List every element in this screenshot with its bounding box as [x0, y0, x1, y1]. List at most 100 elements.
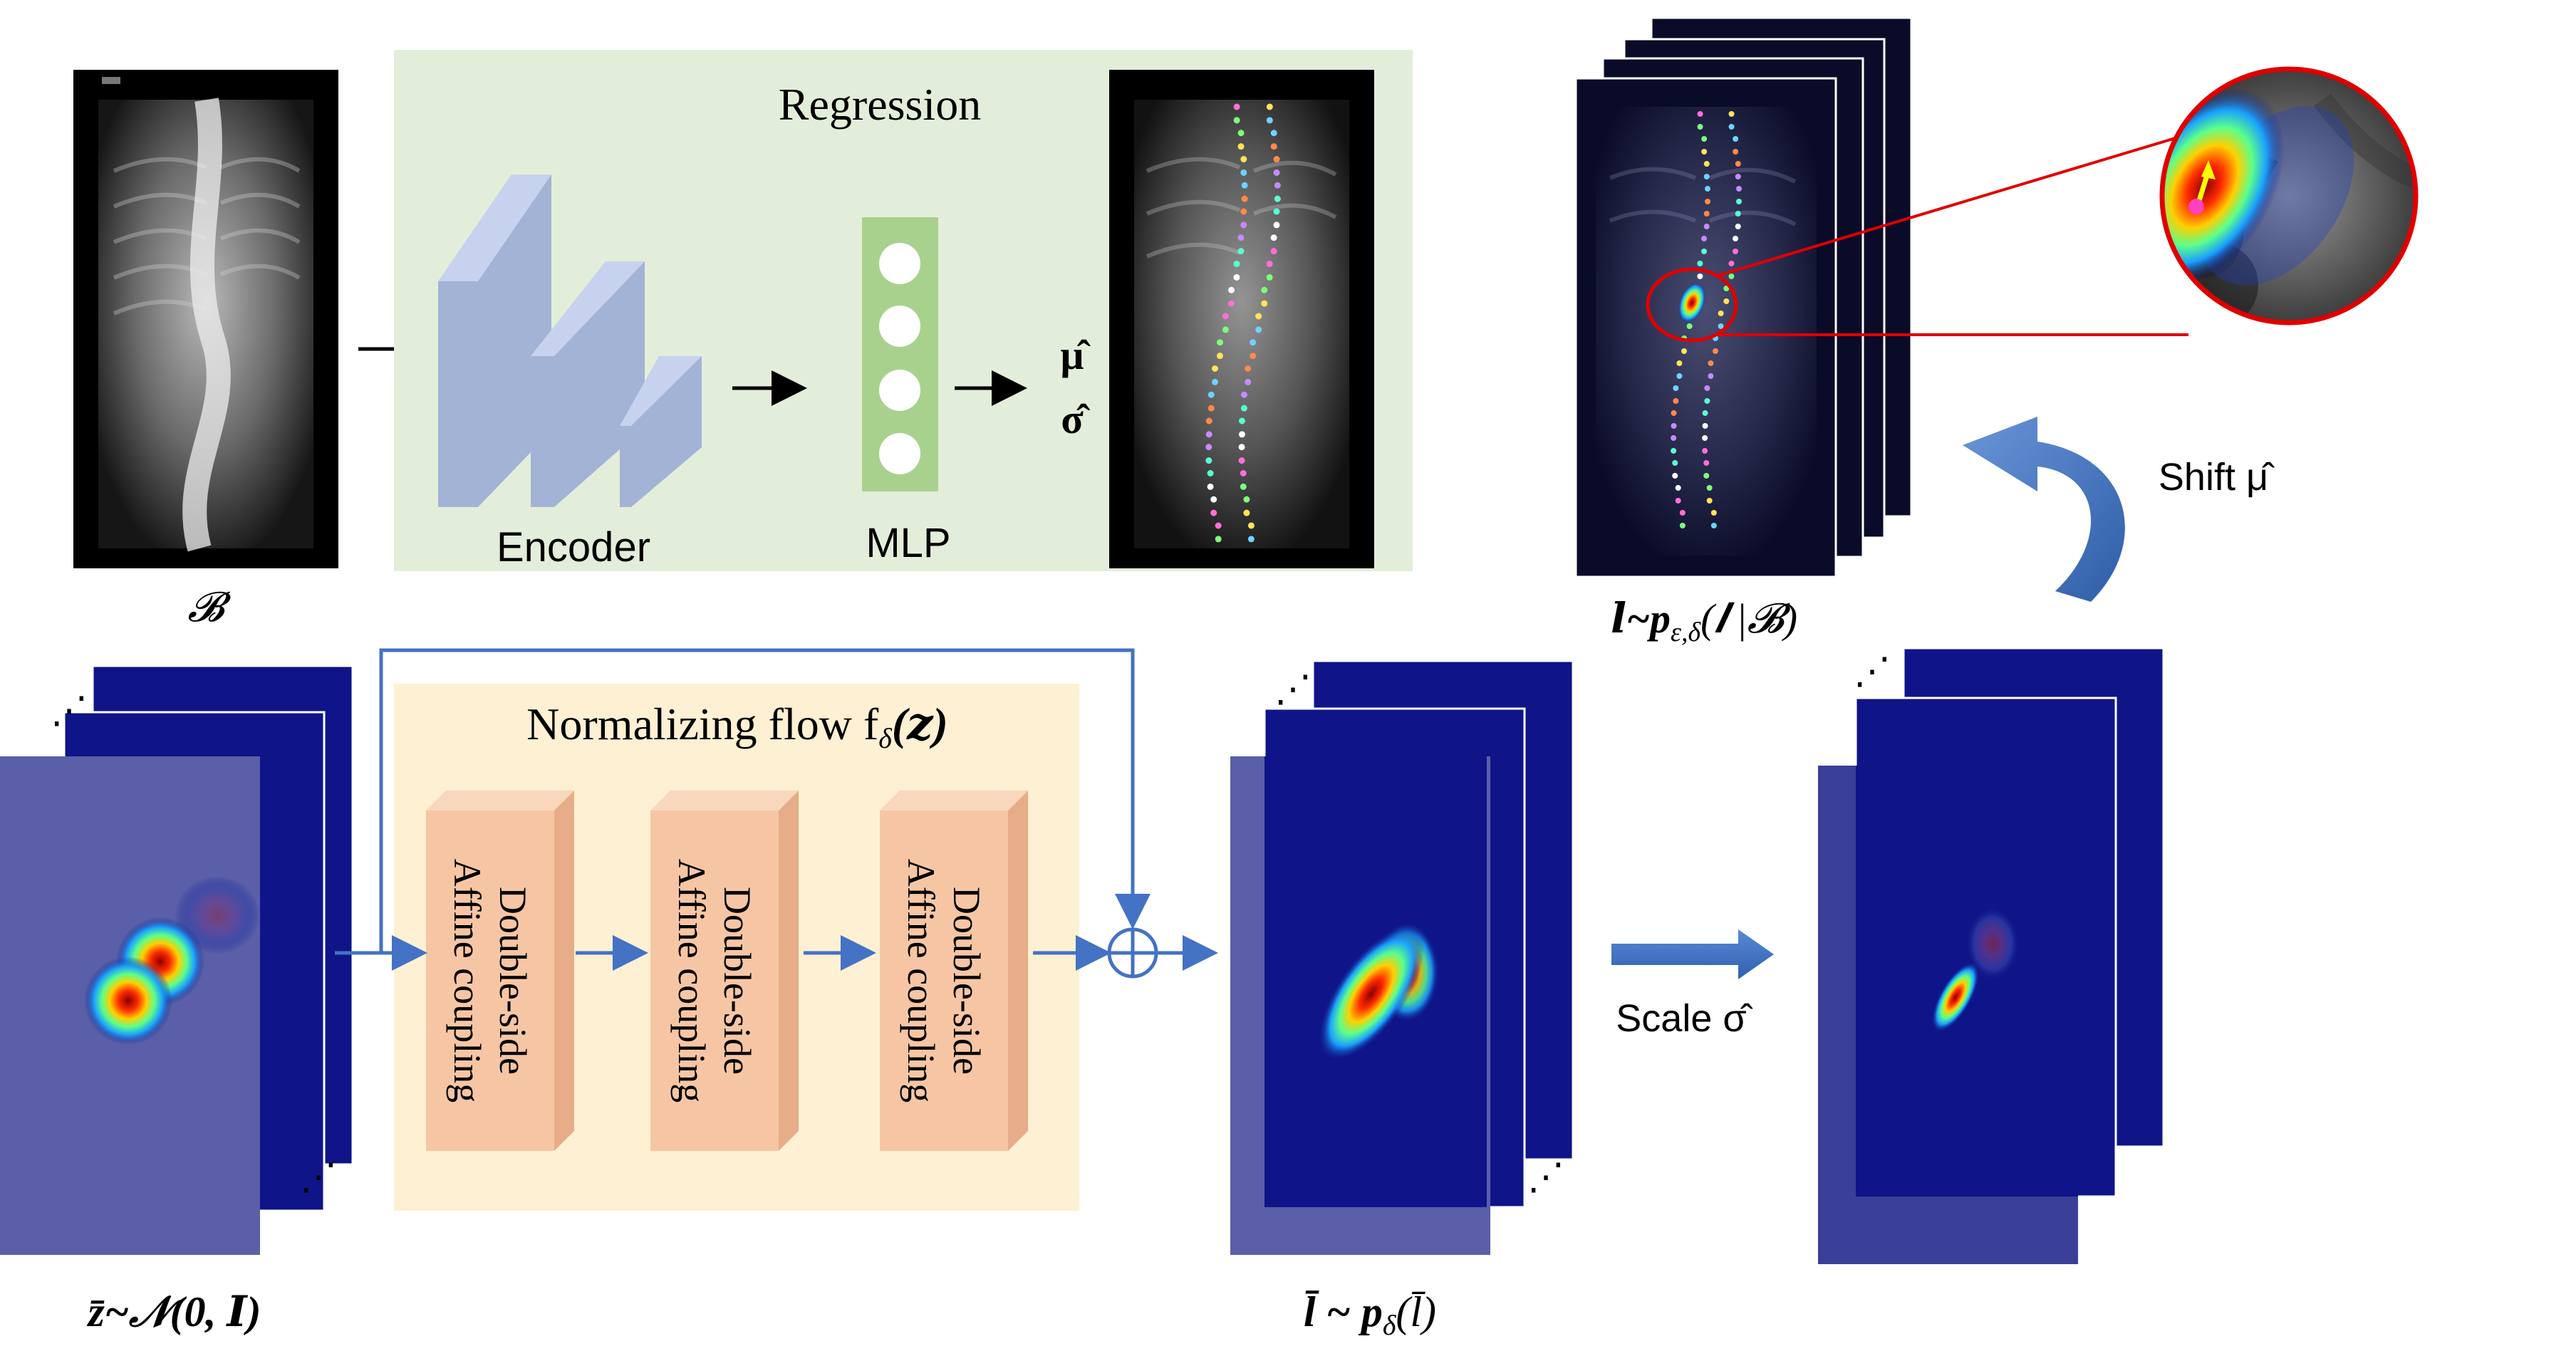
- predicted-landmark-dot: [1233, 103, 1240, 110]
- stack-landmark-dot: [1735, 211, 1741, 217]
- add-operator: [1107, 927, 1158, 979]
- stack-landmark-dot: [1735, 161, 1741, 167]
- predicted-landmark-dot: [1266, 273, 1273, 281]
- stack-landmark-dot: [1723, 286, 1730, 291]
- predicted-landmark-dot: [1274, 182, 1281, 189]
- stack-landmark-dot: [1671, 448, 1677, 454]
- predicted-landmark-dot: [1273, 221, 1280, 229]
- stack-landmark-dot: [1704, 199, 1710, 204]
- stack-landmark-dot: [1708, 373, 1714, 379]
- stack-landmark-dot: [1703, 224, 1710, 229]
- predicted-landmark-dot: [1233, 273, 1240, 281]
- stack-landmark-dot: [1671, 435, 1677, 441]
- stack-landmark-dot: [1728, 111, 1735, 117]
- stack-landmark-dot: [1703, 174, 1710, 179]
- stack-landmark-dot: [1679, 523, 1686, 528]
- predicted-landmark-dot: [1222, 313, 1229, 320]
- encoder-block-3: [620, 356, 702, 507]
- stack-landmark-dot: [1686, 323, 1693, 329]
- stack-landmark-dot: [1704, 385, 1710, 391]
- stack-landmark-dot: [1701, 149, 1708, 155]
- heatmap-stack: [1574, 16, 1913, 578]
- stack-landmark-dot: [1697, 261, 1703, 266]
- stack-landmark-dot: [1697, 273, 1703, 279]
- predicted-landmark-dot: [1233, 261, 1240, 267]
- stack-landmark-dot: [1704, 186, 1710, 192]
- z-label: z̄~𝒩(0, 𝑰): [86, 1288, 261, 1335]
- shift-label: Shift μ̂: [2159, 456, 2275, 499]
- predicted-landmark-dot: [1240, 169, 1247, 176]
- coupling-block-2-line2: Affine coupling: [670, 859, 713, 1102]
- stack-landmark-dot: [1735, 186, 1742, 192]
- predicted-landmark-dot: [1261, 300, 1268, 307]
- roi-circle: [1646, 267, 1738, 343]
- flow-title: Normalizing flow fδ(𝒛): [526, 699, 948, 754]
- stack-landmark-dot: [1675, 485, 1681, 491]
- predicted-landmark-dot: [1261, 286, 1268, 293]
- predicted-landmark-dot: [1210, 509, 1217, 516]
- predicted-landmark-dot: [1208, 405, 1215, 412]
- predicted-landmark-dot: [1233, 117, 1240, 124]
- predicted-landmark-dot: [1243, 496, 1250, 503]
- stack-landmark-dot: [1676, 360, 1683, 366]
- skip-connection: [379, 648, 1151, 953]
- predicted-landmark-dot: [1238, 431, 1245, 438]
- stack-landmark-dot: [1701, 236, 1708, 241]
- stack-landmark-dot: [1733, 149, 1739, 155]
- predicted-landmark-dot: [1245, 365, 1252, 372]
- stack-landmark-dot: [1697, 124, 1703, 130]
- predicted-landmark-dot: [1250, 339, 1257, 346]
- predicted-landmark-dot: [1270, 143, 1277, 150]
- stack-landmark-dot: [1702, 423, 1708, 429]
- predicted-landmark-dot: [1205, 417, 1212, 424]
- predicted-landmark-dot: [1255, 326, 1262, 333]
- predicted-landmark-dot: [1207, 483, 1214, 490]
- zoom-line-top: [1715, 131, 2195, 278]
- predicted-landmark-dot: [1205, 444, 1212, 451]
- predicted-landmark-dot: [1208, 391, 1215, 398]
- predicted-landmark-dot: [1247, 536, 1255, 543]
- scale-arrow: [1611, 929, 1774, 979]
- stack-landmark-dot: [1671, 423, 1677, 429]
- predicted-landmark-dot: [1205, 431, 1212, 438]
- stack-landmark-dot: [1703, 211, 1710, 217]
- z-heatmap-stack: [0, 664, 354, 1255]
- stack-landmark-dot: [1723, 298, 1730, 304]
- predicted-landmark-dot: [1240, 208, 1247, 215]
- coupling-block-3-line2: Affine coupling: [900, 859, 942, 1102]
- predicted-landmark-dot: [1237, 248, 1245, 255]
- predicted-landmark-dot: [1273, 156, 1280, 162]
- stack-landmark-dot: [1706, 498, 1713, 504]
- predicted-landmark-dot: [1237, 143, 1245, 150]
- predicted-landmark-dot: [1274, 195, 1281, 202]
- predicted-landmark-dot: [1270, 234, 1277, 241]
- input-label: 𝓑: [187, 584, 232, 630]
- predicted-landmark-dot: [1215, 522, 1222, 529]
- predicted-landmark-dot: [1266, 103, 1273, 110]
- predicted-landmark-dot: [1250, 353, 1257, 360]
- stack-landmark-dot: [1703, 473, 1710, 479]
- predicted-landmark-dot: [1270, 248, 1277, 255]
- predicted-landmark-dot: [1212, 378, 1219, 385]
- stack-landmark-dot: [1710, 523, 1717, 528]
- stack-landmark-dot: [1673, 385, 1679, 391]
- predicted-landmark-dot: [1207, 470, 1214, 476]
- predicted-landmark-dot: [1240, 405, 1247, 412]
- predicted-landmarks-image: [1109, 70, 1374, 568]
- predicted-landmark-dot: [1205, 457, 1212, 464]
- scale-label: Scale σ̂: [1616, 997, 1752, 1040]
- z-stack-ellipsis-top: ⋰: [51, 691, 88, 731]
- predicted-landmark-dot: [1247, 522, 1255, 529]
- stack-landmark-dot: [1679, 510, 1686, 516]
- stack-landmark-dot: [1728, 261, 1735, 266]
- predicted-landmark-dot: [1273, 169, 1280, 176]
- predicted-landmark-dot: [1240, 470, 1247, 476]
- stack-landmark-dot: [1713, 348, 1719, 354]
- stack-landmark-dot: [1681, 348, 1688, 354]
- coupling-block-3-line1: Double-side: [945, 887, 988, 1075]
- predicted-landmark-dot: [1228, 286, 1235, 293]
- stack-landmark-dot: [1697, 111, 1703, 117]
